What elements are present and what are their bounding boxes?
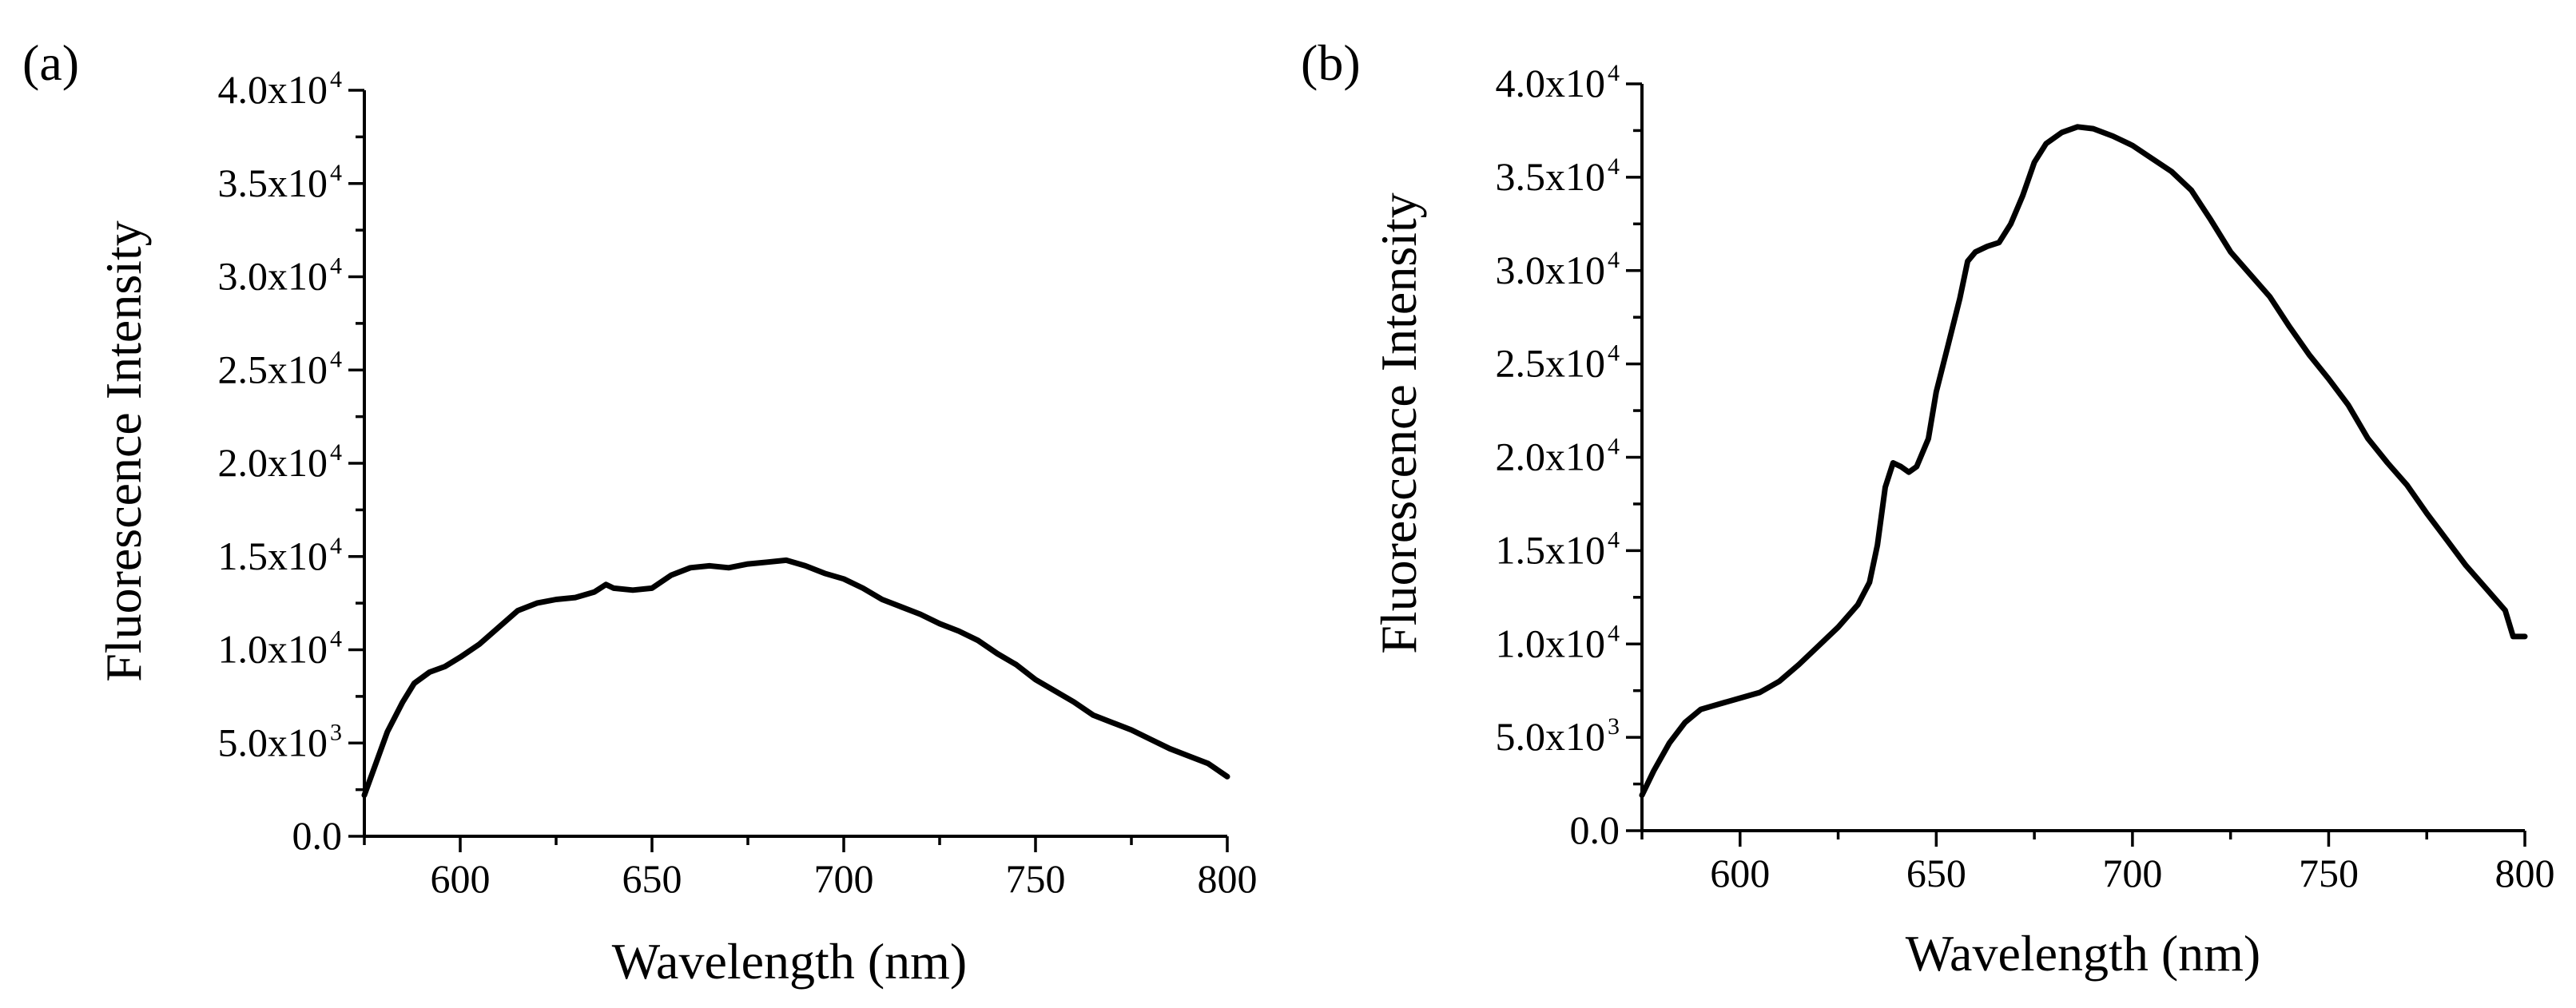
series-line xyxy=(1639,124,2528,799)
x-tick-label: 750 xyxy=(1006,856,1066,901)
series-line xyxy=(361,557,1230,799)
x-tick-label: 650 xyxy=(1906,851,1966,895)
y-tick-label: 5.0x10 xyxy=(218,720,328,764)
x-tick-label: 700 xyxy=(814,856,874,901)
panel-a: (a) 600 650 700 750 8000.035.0x1041.0x1041.5… xyxy=(22,34,1258,990)
y-tick-label: 3.0x10 xyxy=(218,254,328,299)
y-tick-label: 0.0 xyxy=(292,813,343,858)
y-tick-label: 3.0x10 xyxy=(1496,248,1606,292)
chart-marks: 600 650 700 750 8000.035.0x1041.0x1041.5x104… xyxy=(218,66,1258,901)
x-tick-label: 800 xyxy=(2495,851,2555,895)
x-tick-label: 800 xyxy=(1198,856,1258,901)
panel-label: (a) xyxy=(22,34,79,91)
y-tick-label: 4.0x10 xyxy=(1496,61,1606,105)
panel-b: (b) 600 650 700 750 8000.035.0x1041.0x1041.5… xyxy=(1301,34,2555,982)
x-axis-title: Wavelength (nm) xyxy=(612,933,967,990)
y-tick-exponent: 3 xyxy=(1608,713,1620,740)
y-tick-exponent: 4 xyxy=(1608,153,1620,180)
x-tick-label: 750 xyxy=(2299,851,2359,895)
y-tick-label: 1.5x10 xyxy=(218,534,328,578)
y-tick-label: 3.5x10 xyxy=(1496,154,1606,199)
y-tick-exponent: 4 xyxy=(330,533,342,559)
y-tick-exponent: 4 xyxy=(1608,526,1620,553)
y-tick-label: 1.0x10 xyxy=(218,627,328,672)
y-tick-label: 5.0x10 xyxy=(1496,714,1606,759)
y-tick-label: 0.0 xyxy=(1570,808,1620,852)
y-tick-exponent: 4 xyxy=(330,253,342,280)
y-tick-label: 2.5x10 xyxy=(218,347,328,391)
y-axis-title: Fluorescence Intensity xyxy=(95,220,152,682)
y-tick-exponent: 4 xyxy=(330,346,342,372)
y-tick-exponent: 3 xyxy=(330,719,342,745)
y-tick-label: 1.5x10 xyxy=(1496,527,1606,572)
y-tick-exponent: 4 xyxy=(330,160,342,186)
panel-label: (b) xyxy=(1301,34,1361,91)
x-axis-title: Wavelength (nm) xyxy=(1906,925,2260,982)
y-tick-exponent: 4 xyxy=(1608,620,1620,646)
y-tick-label: 4.0x10 xyxy=(218,67,328,112)
x-tick-label: 650 xyxy=(622,856,682,901)
x-tick-label: 600 xyxy=(1710,851,1770,895)
y-axis-title: Fluorescence Intensity xyxy=(1370,192,1427,654)
y-tick-exponent: 4 xyxy=(330,439,342,466)
y-tick-label: 1.0x10 xyxy=(1496,621,1606,665)
y-tick-exponent: 4 xyxy=(1608,434,1620,460)
chart-marks: 600 650 700 750 8000.035.0x1041.0x1041.5x104… xyxy=(1496,60,2555,895)
y-tick-exponent: 4 xyxy=(1608,340,1620,367)
y-tick-label: 2.5x10 xyxy=(1496,341,1606,386)
y-tick-label: 2.0x10 xyxy=(218,440,328,485)
y-tick-exponent: 4 xyxy=(1608,247,1620,273)
x-tick-label: 600 xyxy=(431,856,491,901)
y-tick-label: 2.0x10 xyxy=(1496,435,1606,479)
y-tick-label: 3.5x10 xyxy=(218,161,328,205)
y-tick-exponent: 4 xyxy=(1608,60,1620,86)
y-tick-exponent: 4 xyxy=(330,626,342,653)
x-tick-label: 700 xyxy=(2102,851,2162,895)
y-tick-exponent: 4 xyxy=(330,66,342,93)
